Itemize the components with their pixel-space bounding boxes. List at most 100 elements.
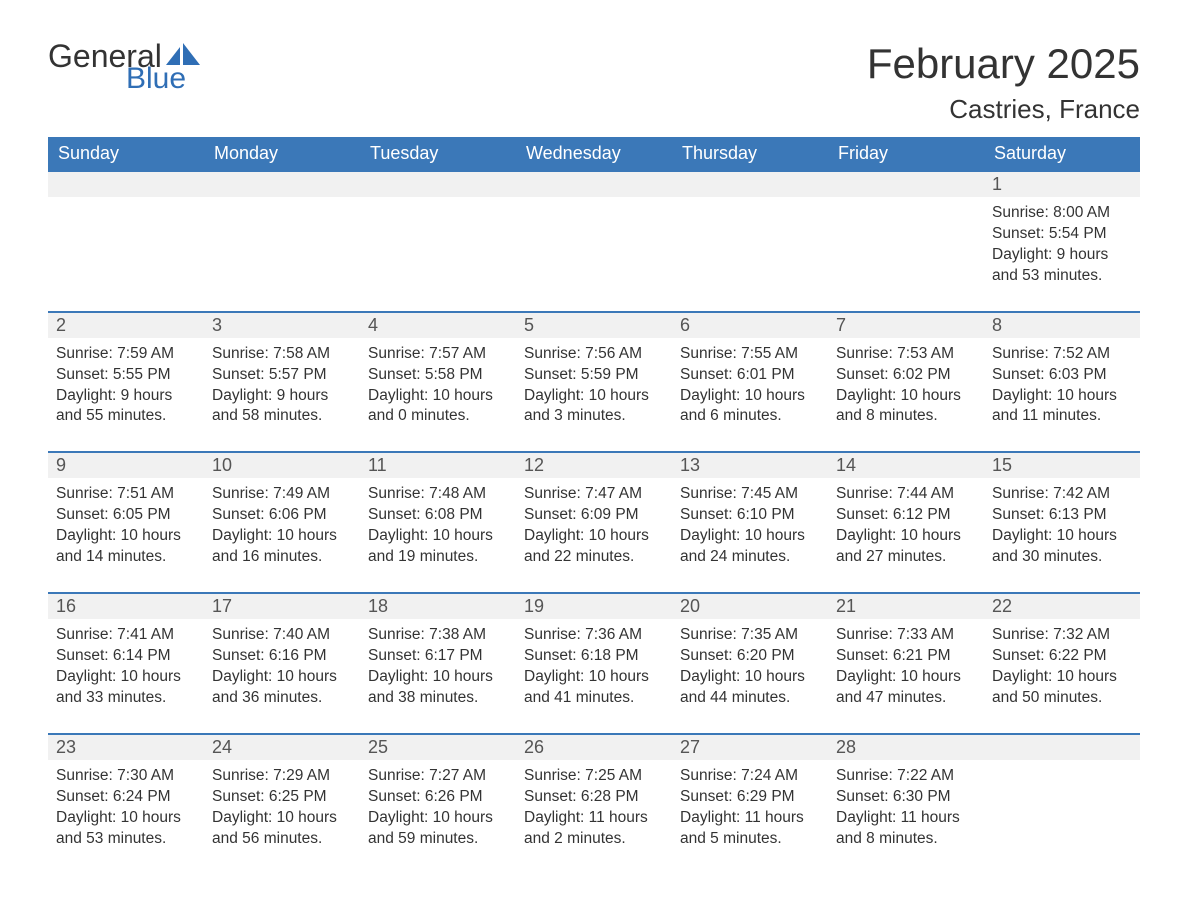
day-body: Sunrise: 7:49 AMSunset: 6:06 PMDaylight:… [204, 478, 360, 592]
sunrise-line: Sunrise: 7:59 AM [56, 344, 196, 365]
calendar-week: 9Sunrise: 7:51 AMSunset: 6:05 PMDaylight… [48, 451, 1140, 592]
sunrise-line: Sunrise: 7:25 AM [524, 766, 664, 787]
day-number: 22 [984, 592, 1140, 619]
daylight-line: Daylight: 10 hours and 0 minutes. [368, 386, 508, 428]
day-number: 7 [828, 311, 984, 338]
sunset-line: Sunset: 6:05 PM [56, 505, 196, 526]
day-number: 13 [672, 451, 828, 478]
day-body [360, 197, 516, 297]
sunrise-line: Sunrise: 7:58 AM [212, 344, 352, 365]
logo-text-blue: Blue [126, 64, 202, 94]
sunrise-line: Sunrise: 7:24 AM [680, 766, 820, 787]
daylight-line: Daylight: 10 hours and 24 minutes. [680, 526, 820, 568]
day-number: 17 [204, 592, 360, 619]
calendar-cell [516, 170, 672, 311]
calendar-cell [360, 170, 516, 311]
calendar-cell: 6Sunrise: 7:55 AMSunset: 6:01 PMDaylight… [672, 311, 828, 452]
sunset-line: Sunset: 6:29 PM [680, 787, 820, 808]
sunset-line: Sunset: 5:55 PM [56, 365, 196, 386]
day-body: Sunrise: 7:41 AMSunset: 6:14 PMDaylight:… [48, 619, 204, 733]
sunrise-line: Sunrise: 7:36 AM [524, 625, 664, 646]
sunset-line: Sunset: 6:14 PM [56, 646, 196, 667]
sunrise-line: Sunrise: 7:41 AM [56, 625, 196, 646]
sunrise-line: Sunrise: 7:27 AM [368, 766, 508, 787]
calendar-week: 16Sunrise: 7:41 AMSunset: 6:14 PMDayligh… [48, 592, 1140, 733]
calendar-table: SundayMondayTuesdayWednesdayThursdayFrid… [48, 137, 1140, 873]
day-number: 6 [672, 311, 828, 338]
daylight-line: Daylight: 10 hours and 19 minutes. [368, 526, 508, 568]
sunset-line: Sunset: 6:17 PM [368, 646, 508, 667]
calendar-cell: 3Sunrise: 7:58 AMSunset: 5:57 PMDaylight… [204, 311, 360, 452]
daylight-line: Daylight: 10 hours and 56 minutes. [212, 808, 352, 850]
day-number: 15 [984, 451, 1140, 478]
sunset-line: Sunset: 6:21 PM [836, 646, 976, 667]
day-number: 24 [204, 733, 360, 760]
sunset-line: Sunset: 6:28 PM [524, 787, 664, 808]
day-number: 11 [360, 451, 516, 478]
daylight-line: Daylight: 10 hours and 27 minutes. [836, 526, 976, 568]
sunset-line: Sunset: 6:08 PM [368, 505, 508, 526]
calendar-cell: 15Sunrise: 7:42 AMSunset: 6:13 PMDayligh… [984, 451, 1140, 592]
day-body: Sunrise: 7:47 AMSunset: 6:09 PMDaylight:… [516, 478, 672, 592]
day-number: 9 [48, 451, 204, 478]
sunset-line: Sunset: 5:58 PM [368, 365, 508, 386]
sunset-line: Sunset: 5:54 PM [992, 224, 1132, 245]
daylight-line: Daylight: 10 hours and 41 minutes. [524, 667, 664, 709]
day-body: Sunrise: 7:52 AMSunset: 6:03 PMDaylight:… [984, 338, 1140, 452]
sunset-line: Sunset: 6:10 PM [680, 505, 820, 526]
day-body [204, 197, 360, 297]
sunrise-line: Sunrise: 7:47 AM [524, 484, 664, 505]
day-number [360, 170, 516, 197]
sunset-line: Sunset: 6:06 PM [212, 505, 352, 526]
day-body: Sunrise: 7:40 AMSunset: 6:16 PMDaylight:… [204, 619, 360, 733]
calendar-cell: 22Sunrise: 7:32 AMSunset: 6:22 PMDayligh… [984, 592, 1140, 733]
calendar-cell: 19Sunrise: 7:36 AMSunset: 6:18 PMDayligh… [516, 592, 672, 733]
calendar-cell: 20Sunrise: 7:35 AMSunset: 6:20 PMDayligh… [672, 592, 828, 733]
sunrise-line: Sunrise: 7:57 AM [368, 344, 508, 365]
day-number [48, 170, 204, 197]
day-number: 26 [516, 733, 672, 760]
daylight-line: Daylight: 10 hours and 38 minutes. [368, 667, 508, 709]
day-number [516, 170, 672, 197]
day-body: Sunrise: 7:25 AMSunset: 6:28 PMDaylight:… [516, 760, 672, 874]
sunset-line: Sunset: 6:26 PM [368, 787, 508, 808]
calendar-cell: 9Sunrise: 7:51 AMSunset: 6:05 PMDaylight… [48, 451, 204, 592]
day-body [984, 760, 1140, 860]
sunrise-line: Sunrise: 7:33 AM [836, 625, 976, 646]
day-body [48, 197, 204, 297]
location: Castries, France [867, 94, 1140, 125]
calendar-week: 23Sunrise: 7:30 AMSunset: 6:24 PMDayligh… [48, 733, 1140, 874]
day-body: Sunrise: 8:00 AMSunset: 5:54 PMDaylight:… [984, 197, 1140, 311]
logo: General Blue [48, 40, 202, 94]
sunrise-line: Sunrise: 7:29 AM [212, 766, 352, 787]
day-body: Sunrise: 7:51 AMSunset: 6:05 PMDaylight:… [48, 478, 204, 592]
sunset-line: Sunset: 6:01 PM [680, 365, 820, 386]
daylight-line: Daylight: 10 hours and 14 minutes. [56, 526, 196, 568]
day-body: Sunrise: 7:35 AMSunset: 6:20 PMDaylight:… [672, 619, 828, 733]
day-number: 12 [516, 451, 672, 478]
day-body [672, 197, 828, 297]
daylight-line: Daylight: 11 hours and 8 minutes. [836, 808, 976, 850]
calendar-cell [48, 170, 204, 311]
sunrise-line: Sunrise: 7:56 AM [524, 344, 664, 365]
daylight-line: Daylight: 10 hours and 22 minutes. [524, 526, 664, 568]
daylight-line: Daylight: 9 hours and 53 minutes. [992, 245, 1132, 287]
day-number [984, 733, 1140, 760]
daylight-line: Daylight: 10 hours and 47 minutes. [836, 667, 976, 709]
calendar-cell: 2Sunrise: 7:59 AMSunset: 5:55 PMDaylight… [48, 311, 204, 452]
sunset-line: Sunset: 6:02 PM [836, 365, 976, 386]
sunset-line: Sunset: 6:24 PM [56, 787, 196, 808]
calendar-cell [672, 170, 828, 311]
sunrise-line: Sunrise: 7:22 AM [836, 766, 976, 787]
day-header: Friday [828, 137, 984, 170]
daylight-line: Daylight: 10 hours and 30 minutes. [992, 526, 1132, 568]
calendar-week: 2Sunrise: 7:59 AMSunset: 5:55 PMDaylight… [48, 311, 1140, 452]
daylight-line: Daylight: 10 hours and 16 minutes. [212, 526, 352, 568]
calendar-cell: 24Sunrise: 7:29 AMSunset: 6:25 PMDayligh… [204, 733, 360, 874]
daylight-line: Daylight: 10 hours and 59 minutes. [368, 808, 508, 850]
calendar-cell: 13Sunrise: 7:45 AMSunset: 6:10 PMDayligh… [672, 451, 828, 592]
day-number: 10 [204, 451, 360, 478]
sunrise-line: Sunrise: 7:38 AM [368, 625, 508, 646]
sunrise-line: Sunrise: 7:44 AM [836, 484, 976, 505]
day-body: Sunrise: 7:59 AMSunset: 5:55 PMDaylight:… [48, 338, 204, 452]
